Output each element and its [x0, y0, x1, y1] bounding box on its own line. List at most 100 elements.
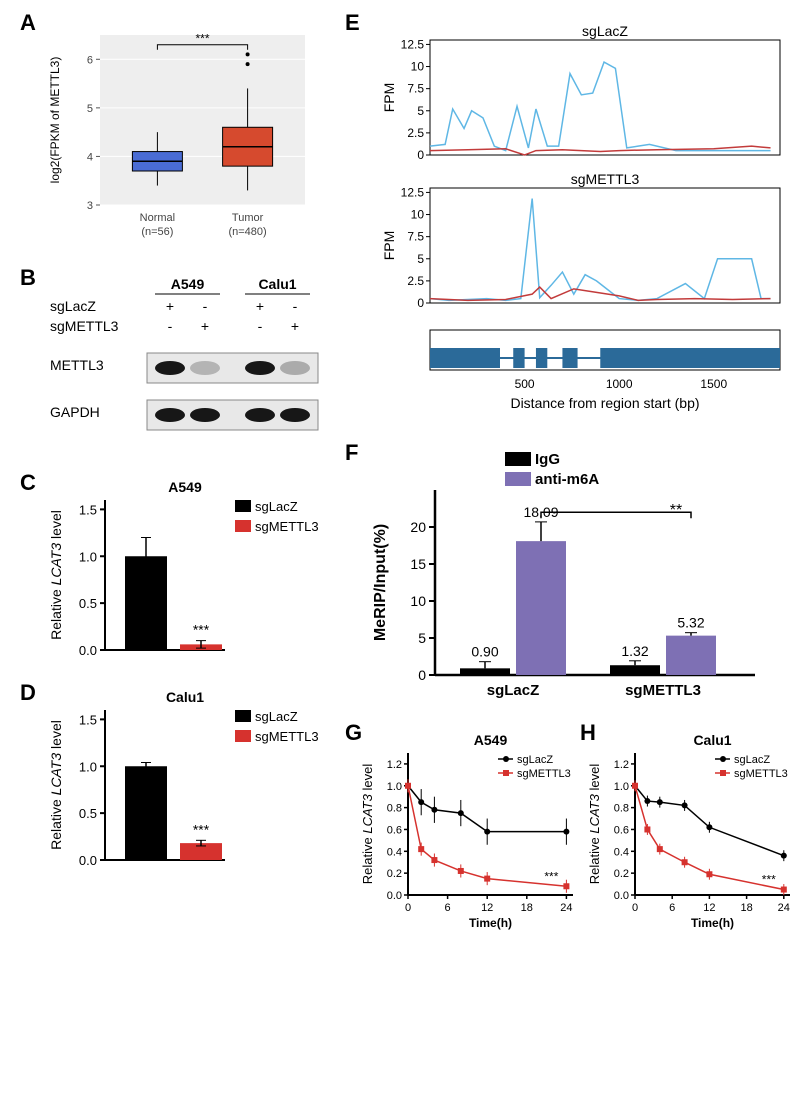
svg-text:5: 5: [417, 252, 424, 266]
svg-text:1.0: 1.0: [79, 759, 97, 774]
svg-text:0.4: 0.4: [387, 846, 402, 858]
panel-H-linechart: 0.00.20.40.60.81.01.206121824Relative LC…: [585, 735, 795, 930]
svg-text:0.8: 0.8: [387, 803, 402, 815]
panel-A-boxplot: 3456log2(FPKM of METTL3)***Normal(n=56)T…: [45, 25, 315, 255]
svg-text:+: +: [201, 318, 209, 334]
panel-E-tracks: 02.557.51012.5FPMsgLacZ02.557.51012.5FPM…: [380, 20, 790, 430]
panel-F-barchart: 05101520MeRIP/Input(%)IgGanti-m6A0.9018.…: [365, 450, 785, 715]
panel-B-westernblot: A549Calu1sgLacZ+-+-sgMETTL3-+-+METTL3GAP…: [45, 275, 335, 465]
svg-text:1.32: 1.32: [621, 643, 648, 659]
svg-text:0.4: 0.4: [614, 846, 629, 858]
svg-text:Normal: Normal: [140, 212, 175, 224]
svg-text:0.0: 0.0: [79, 853, 97, 868]
svg-text:12.5: 12.5: [401, 37, 425, 51]
svg-text:1500: 1500: [700, 377, 727, 391]
svg-text:12: 12: [703, 902, 715, 914]
svg-text:2.5: 2.5: [407, 126, 424, 140]
svg-text:METTL3: METTL3: [50, 357, 104, 373]
panel-label-C: C: [20, 470, 36, 496]
svg-text:***: ***: [195, 32, 209, 46]
svg-text:sgMETTL3: sgMETTL3: [625, 682, 701, 699]
svg-text:0: 0: [417, 148, 424, 162]
svg-text:A549: A549: [171, 276, 205, 292]
svg-text:24: 24: [778, 902, 790, 914]
svg-text:A549: A549: [474, 735, 508, 748]
svg-text:18: 18: [740, 902, 752, 914]
svg-text:0.0: 0.0: [614, 890, 629, 902]
svg-text:12: 12: [481, 902, 493, 914]
svg-text:20: 20: [410, 519, 426, 535]
svg-text:FPM: FPM: [381, 231, 397, 261]
svg-text:sgLacZ: sgLacZ: [582, 23, 628, 39]
svg-text:1.0: 1.0: [614, 781, 629, 793]
svg-text:(n=480): (n=480): [228, 226, 266, 238]
svg-text:5.32: 5.32: [677, 615, 704, 631]
svg-text:0: 0: [418, 667, 426, 683]
svg-text:-: -: [203, 298, 208, 314]
svg-text:6: 6: [445, 902, 451, 914]
svg-text:+: +: [256, 298, 264, 314]
svg-text:2.5: 2.5: [407, 274, 424, 288]
svg-text:1.2: 1.2: [387, 759, 402, 771]
svg-text:sgLacZ: sgLacZ: [50, 298, 96, 314]
svg-text:***: ***: [762, 873, 776, 887]
svg-text:0.6: 0.6: [387, 824, 402, 836]
svg-text:0.2: 0.2: [387, 868, 402, 880]
svg-text:0.5: 0.5: [79, 596, 97, 611]
svg-text:0.6: 0.6: [614, 824, 629, 836]
svg-text:0: 0: [417, 296, 424, 310]
svg-text:0.0: 0.0: [79, 643, 97, 658]
svg-text:10: 10: [410, 593, 426, 609]
svg-text:***: ***: [193, 821, 210, 837]
svg-text:sgMETTL3: sgMETTL3: [255, 519, 319, 534]
svg-text:**: **: [670, 502, 682, 519]
svg-text:0.0: 0.0: [387, 890, 402, 902]
panel-label-D: D: [20, 680, 36, 706]
svg-text:sgMETTL3: sgMETTL3: [255, 729, 319, 744]
svg-text:***: ***: [544, 869, 558, 883]
svg-text:sgMETTL3: sgMETTL3: [734, 768, 788, 780]
svg-text:Relative LCAT3 level: Relative LCAT3 level: [360, 764, 375, 885]
svg-text:Distance from region start (bp: Distance from region start (bp): [510, 395, 699, 411]
svg-text:0: 0: [405, 902, 411, 914]
svg-text:A549: A549: [168, 480, 202, 495]
svg-text:0.8: 0.8: [614, 803, 629, 815]
svg-text:1000: 1000: [606, 377, 633, 391]
svg-text:500: 500: [515, 377, 535, 391]
svg-text:7.5: 7.5: [407, 82, 424, 96]
svg-text:1.0: 1.0: [387, 781, 402, 793]
panel-label-F: F: [345, 440, 358, 466]
svg-text:24: 24: [560, 902, 572, 914]
svg-text:12.5: 12.5: [401, 185, 425, 199]
svg-text:Calu1: Calu1: [693, 735, 731, 748]
svg-text:15: 15: [410, 556, 426, 572]
svg-text:Relative LCAT3 level: Relative LCAT3 level: [48, 720, 64, 850]
svg-text:0: 0: [632, 902, 638, 914]
svg-text:***: ***: [193, 622, 210, 638]
svg-text:Time(h): Time(h): [691, 916, 734, 930]
svg-text:Calu1: Calu1: [166, 690, 204, 705]
svg-text:0.2: 0.2: [614, 868, 629, 880]
svg-text:-: -: [258, 318, 263, 334]
svg-text:0.5: 0.5: [79, 806, 97, 821]
svg-text:FPM: FPM: [381, 83, 397, 113]
svg-text:3: 3: [87, 200, 93, 212]
svg-text:1.5: 1.5: [79, 502, 97, 517]
svg-text:18: 18: [521, 902, 533, 914]
svg-text:sgMETTL3: sgMETTL3: [517, 768, 571, 780]
svg-text:1.2: 1.2: [614, 759, 629, 771]
svg-text:IgG: IgG: [535, 451, 560, 468]
svg-text:10: 10: [411, 208, 425, 222]
svg-text:sgLacZ: sgLacZ: [517, 754, 553, 766]
svg-text:5: 5: [418, 630, 426, 646]
svg-text:6: 6: [87, 54, 93, 66]
svg-text:log2(FPKM of METTL3): log2(FPKM of METTL3): [48, 57, 62, 184]
svg-text:sgLacZ: sgLacZ: [255, 709, 298, 724]
svg-text:Relative LCAT3 level: Relative LCAT3 level: [48, 510, 64, 640]
svg-text:0.90: 0.90: [471, 644, 498, 660]
svg-text:Tumor: Tumor: [232, 212, 264, 224]
svg-text:+: +: [291, 318, 299, 334]
svg-text:(n=56): (n=56): [141, 226, 173, 238]
svg-text:sgLacZ: sgLacZ: [734, 754, 770, 766]
svg-text:10: 10: [411, 60, 425, 74]
